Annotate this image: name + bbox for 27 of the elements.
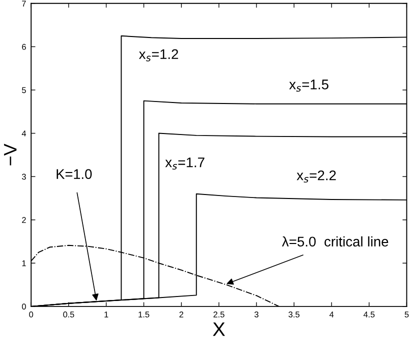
- y-tick-label: 7: [22, 0, 26, 6]
- annotation: K=1.0: [56, 169, 92, 179]
- x-tick-label: 3: [254, 312, 258, 318]
- x-axis-title: X: [212, 322, 225, 336]
- x-tick-label: 4.5: [364, 312, 375, 318]
- y-tick-label: 4: [22, 130, 26, 136]
- annotation: λ=5.0 critical line: [282, 236, 388, 247]
- y-axis-title: −V: [4, 144, 16, 166]
- y-tick-label: 2: [22, 217, 26, 223]
- y-tick-label: 3: [22, 174, 26, 180]
- x-tick-label: 0: [29, 312, 34, 318]
- y-tick-label: 0: [22, 304, 26, 310]
- series-label: x$_{s}$=2.2: [296, 170, 336, 183]
- x-tick-label: 2.5: [214, 312, 224, 318]
- series-label: x$_{s}$=1.5: [289, 80, 328, 92]
- series-label: x$_{s}$=1.2: [138, 49, 178, 62]
- x-tick-label: 1.5: [138, 312, 150, 318]
- x-tick-label: 5: [404, 312, 409, 318]
- x-tick-label: 1: [104, 312, 108, 318]
- series-label: x$_{s}$=1.7: [165, 158, 204, 170]
- x-tick-label: 4: [329, 312, 334, 318]
- x-tick-label: 2: [179, 312, 184, 318]
- y-tick-label: 5: [22, 87, 26, 94]
- y-tick-label: 1: [22, 260, 26, 266]
- x-tick-label: 0.5: [63, 312, 74, 318]
- x-tick-label: 3.5: [288, 312, 300, 318]
- y-tick-label: 6: [22, 44, 26, 50]
